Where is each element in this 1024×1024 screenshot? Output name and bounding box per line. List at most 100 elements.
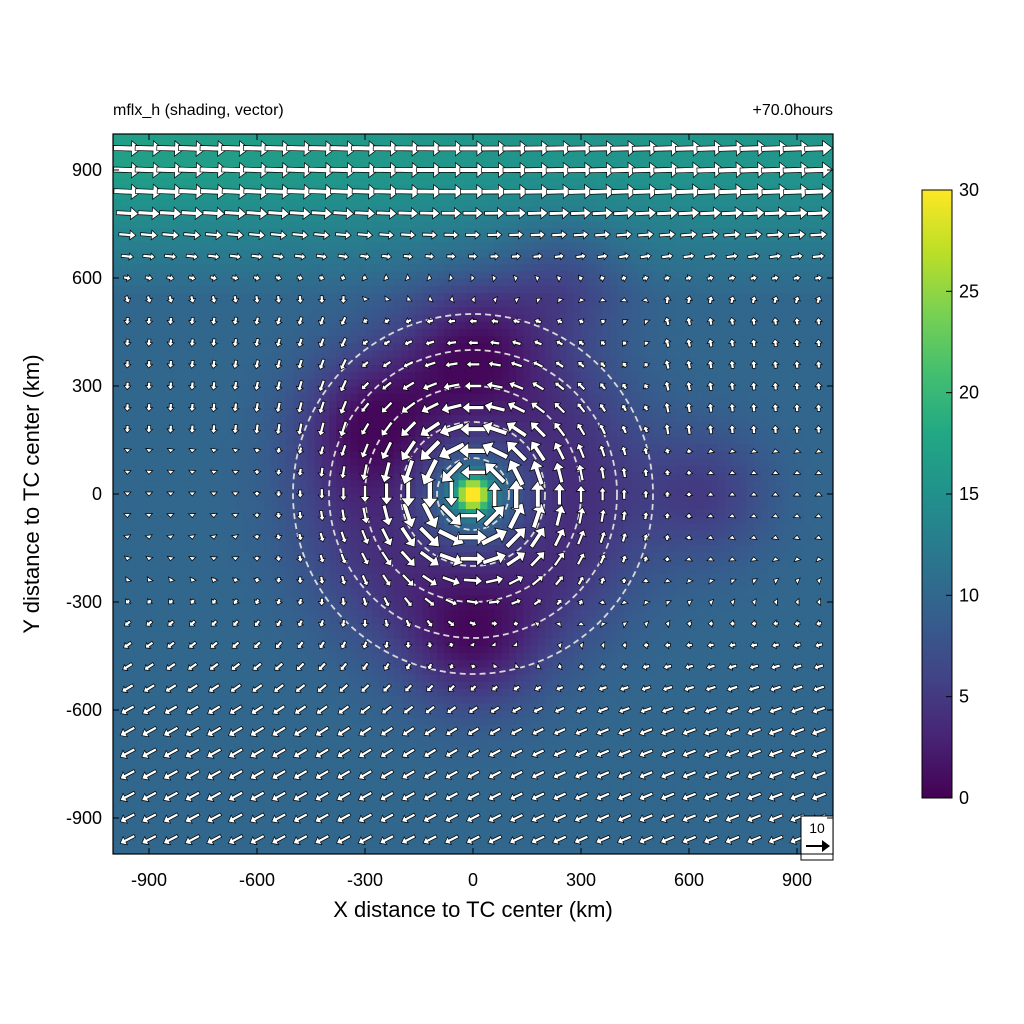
- heatmap-cell: [357, 198, 366, 207]
- heatmap-cell: [213, 486, 222, 495]
- heatmap-cell: [199, 616, 208, 625]
- heatmap-cell: [408, 364, 416, 373]
- heatmap-cell: [314, 242, 323, 250]
- heatmap-cell: [451, 314, 460, 322]
- heatmap-cell: [278, 400, 287, 409]
- heatmap-cell: [127, 278, 136, 286]
- heatmap-cell: [357, 760, 366, 769]
- heatmap-cell: [314, 198, 323, 207]
- heatmap-cell: [156, 278, 164, 286]
- heatmap-cell: [278, 429, 287, 437]
- heatmap-cell: [192, 335, 200, 344]
- heatmap-cell: [264, 724, 272, 733]
- heatmap-cell: [199, 566, 208, 574]
- heatmap-cell: [163, 566, 172, 574]
- heatmap-cell: [293, 371, 301, 380]
- heatmap-cell: [307, 774, 316, 783]
- heatmap-cell: [177, 436, 186, 445]
- heatmap-cell: [113, 551, 121, 560]
- heatmap-cell: [199, 141, 208, 149]
- heatmap-cell: [249, 206, 258, 214]
- heatmap-cell: [242, 278, 251, 286]
- heatmap-cell: [350, 522, 359, 531]
- heatmap-cell: [293, 249, 301, 257]
- heatmap-cell: [134, 371, 143, 380]
- heatmap-cell: [257, 306, 265, 315]
- heatmap-cell: [465, 666, 474, 675]
- heatmap-cell: [444, 803, 452, 812]
- heatmap-cell: [257, 796, 265, 805]
- heatmap-cell: [134, 479, 143, 488]
- heatmap-cell: [458, 234, 467, 243]
- heatmap-cell: [278, 688, 287, 697]
- heatmap-cell: [321, 393, 330, 401]
- heatmap-cell: [372, 638, 380, 646]
- heatmap-cell: [379, 782, 388, 790]
- heatmap-cell: [321, 270, 330, 279]
- heatmap-cell: [185, 162, 193, 171]
- heatmap-cell: [336, 551, 344, 560]
- heatmap-cell: [177, 782, 186, 790]
- heatmap-cell: [422, 767, 431, 776]
- heatmap-cell: [113, 508, 121, 517]
- heatmap-cell: [458, 573, 467, 581]
- heatmap-cell: [127, 630, 136, 639]
- heatmap-cell: [163, 580, 172, 589]
- heatmap-cell: [285, 623, 294, 632]
- heatmap-cell: [213, 544, 222, 553]
- heatmap-cell: [314, 148, 323, 157]
- heatmap-cell: [422, 256, 431, 265]
- heatmap-cell: [170, 508, 179, 517]
- heatmap-cell: [350, 846, 359, 854]
- heatmap-cell: [156, 659, 164, 668]
- heatmap-cell: [307, 443, 316, 452]
- heatmap-cell: [199, 803, 208, 812]
- heatmap-cell: [437, 292, 445, 301]
- heatmap-cell: [350, 789, 359, 797]
- heatmap-cell: [357, 702, 366, 711]
- heatmap-cell: [437, 515, 445, 524]
- heatmap-cell: [444, 566, 452, 574]
- heatmap-cell: [185, 314, 193, 322]
- heatmap-cell: [458, 198, 467, 207]
- heatmap-cell: [321, 638, 330, 646]
- heatmap-cell: [206, 155, 215, 164]
- heatmap-cell: [242, 594, 251, 603]
- heatmap-cell: [329, 270, 337, 279]
- heatmap-cell: [249, 587, 258, 596]
- heatmap-cell: [386, 256, 395, 265]
- heatmap-cell: [293, 177, 301, 185]
- heatmap-cell: [437, 602, 445, 610]
- heatmap-cell: [228, 832, 236, 841]
- heatmap-cell: [422, 724, 431, 733]
- heatmap-cell: [415, 803, 424, 812]
- heatmap-cell: [437, 486, 445, 495]
- heatmap-cell: [329, 652, 337, 661]
- heatmap-cell: [199, 443, 208, 452]
- heatmap-cell: [386, 659, 395, 668]
- heatmap-cell: [285, 414, 294, 423]
- heatmap-cell: [350, 177, 359, 185]
- heatmap-cell: [444, 746, 452, 754]
- heatmap-cell: [264, 688, 272, 697]
- heatmap-cell: [343, 688, 352, 697]
- heatmap-cell: [163, 702, 172, 711]
- heatmap-cell: [386, 393, 395, 401]
- heatmap-cell: [372, 306, 380, 315]
- heatmap-cell: [336, 659, 344, 668]
- heatmap-cell: [120, 659, 128, 668]
- heatmap-cell: [444, 558, 452, 567]
- heatmap-cell: [221, 638, 229, 646]
- heatmap-cell: [113, 249, 121, 257]
- heatmap-cell: [415, 270, 424, 279]
- heatmap-cell: [264, 285, 272, 293]
- heatmap-cell: [444, 371, 452, 380]
- heatmap-cell: [365, 782, 373, 790]
- heatmap-cell: [336, 458, 344, 466]
- heatmap-cell: [408, 839, 416, 848]
- heatmap-cell: [163, 314, 172, 322]
- heatmap-cell: [156, 141, 164, 149]
- heatmap-cell: [113, 400, 121, 409]
- heatmap-cell: [163, 263, 172, 272]
